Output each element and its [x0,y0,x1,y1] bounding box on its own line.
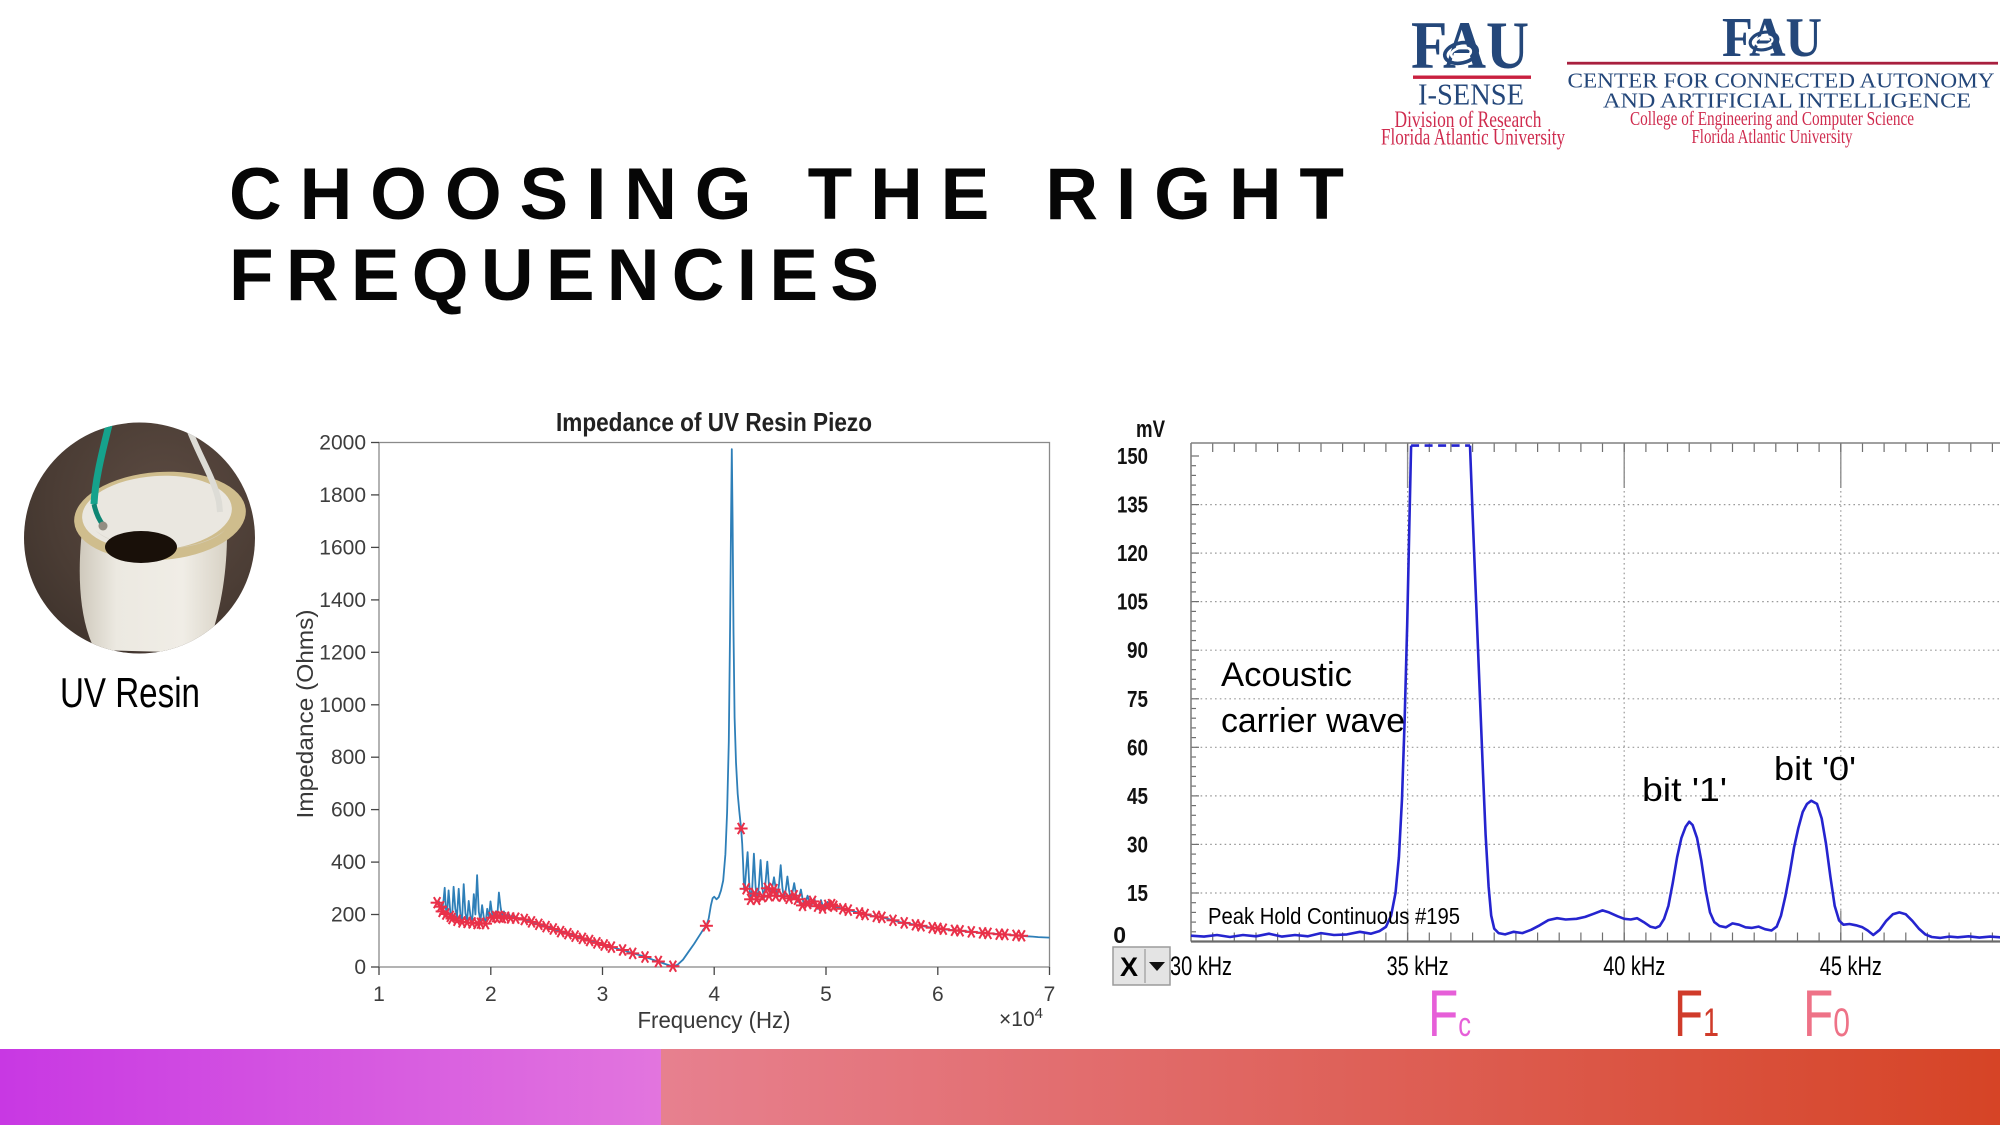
svg-text:Frequency (Hz): Frequency (Hz) [638,1007,791,1033]
svg-text:800: 800 [331,746,366,769]
svg-text:120: 120 [1117,540,1148,566]
svg-text:Peak Hold Continuous #195: Peak Hold Continuous #195 [1208,903,1460,929]
svg-text:bit '1': bit '1' [1642,771,1727,808]
svg-text:135: 135 [1117,492,1148,518]
svg-text:UV Resin: UV Resin [60,669,200,716]
svg-text:105: 105 [1117,589,1148,615]
svg-text:bit '0': bit '0' [1774,750,1856,787]
svg-text:AND ARTIFICIAL INTELLIGENCE: AND ARTIFICIAL INTELLIGENCE [1603,89,1971,113]
svg-text:400: 400 [331,851,366,874]
svg-text:0: 0 [354,956,366,979]
svg-text:2000: 2000 [319,432,366,455]
svg-text:F0: F0 [1803,976,1850,1050]
svg-text:College of Engineering and Com: College of Engineering and Computer Scie… [1630,108,1914,130]
svg-text:mV: mV [1136,416,1165,443]
svg-text:FREQUENCIES: FREQUENCIES [229,235,879,316]
svg-text:5: 5 [820,983,832,1006]
svg-text:Florida Atlantic University: Florida Atlantic University [1692,126,1854,148]
svg-text:Impedance of UV Resin Piezo: Impedance of UV Resin Piezo [556,407,872,437]
svg-text:1: 1 [373,983,385,1006]
svg-text:75: 75 [1127,686,1148,712]
svg-text:0: 0 [1113,922,1126,948]
svg-text:1600: 1600 [319,536,366,559]
svg-text:Acoustic: Acoustic [1221,656,1352,694]
svg-text:F1: F1 [1674,976,1719,1050]
svg-text:Division of Research: Division of Research [1395,107,1542,132]
svg-text:200: 200 [331,904,366,927]
svg-text:×104: ×104 [999,1005,1043,1031]
svg-text:40 kHz: 40 kHz [1603,951,1665,981]
svg-text:1000: 1000 [319,694,366,717]
svg-text:600: 600 [331,799,366,822]
svg-text:2: 2 [485,983,497,1006]
svg-text:60: 60 [1127,734,1148,760]
svg-text:X: X [1120,952,1138,982]
svg-text:15: 15 [1127,880,1148,906]
svg-text:carrier wave: carrier wave [1221,702,1405,740]
svg-text:Impedance (Ohms): Impedance (Ohms) [292,610,318,819]
svg-text:6: 6 [932,983,944,1006]
svg-text:150: 150 [1117,443,1148,469]
svg-text:35 kHz: 35 kHz [1387,951,1449,981]
svg-text:4: 4 [708,983,720,1006]
svg-text:45 kHz: 45 kHz [1820,951,1882,981]
svg-text:CHOOSING THE RIGHT: CHOOSING THE RIGHT [229,154,1344,235]
svg-text:1400: 1400 [319,589,366,612]
svg-text:I-SENSE: I-SENSE [1418,77,1524,112]
svg-text:7: 7 [1044,983,1056,1006]
svg-text:3: 3 [597,983,609,1006]
svg-text:30 kHz: 30 kHz [1170,951,1232,981]
svg-text:30: 30 [1127,831,1148,857]
svg-text:CENTER FOR CONNECTED AUTONOMY: CENTER FOR CONNECTED AUTONOMY [1568,69,1995,93]
svg-text:Florida Atlantic University: Florida Atlantic University [1381,125,1565,150]
svg-text:1200: 1200 [319,641,366,664]
svg-text:1800: 1800 [319,484,366,507]
svg-text:Fc: Fc [1428,976,1471,1050]
svg-text:90: 90 [1127,637,1148,663]
svg-text:45: 45 [1127,783,1148,809]
